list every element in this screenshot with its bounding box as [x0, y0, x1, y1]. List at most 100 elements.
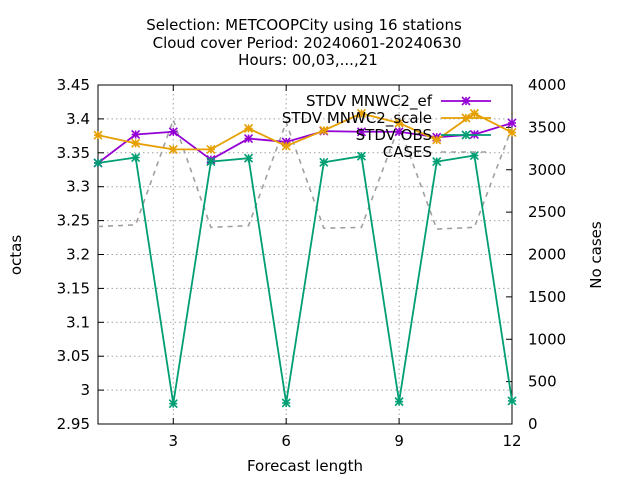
y-tick-label: 3.3	[66, 178, 90, 196]
data-point	[243, 123, 254, 133]
marker-stroke	[319, 125, 329, 135]
data-point	[93, 130, 103, 140]
legend-marker	[461, 113, 471, 123]
data-point	[168, 144, 178, 154]
marker-stroke	[243, 123, 254, 133]
y-tick-label: 3.45	[57, 76, 90, 94]
data-point	[319, 157, 329, 167]
marker-stroke	[461, 113, 471, 123]
y2-tick-label: 500	[528, 373, 557, 391]
marker-stroke	[206, 144, 216, 154]
marker-stroke	[469, 150, 479, 161]
data-point	[394, 397, 404, 407]
y2-axis-label: No cases	[587, 221, 605, 289]
marker-stroke	[168, 144, 178, 154]
y2-tick-label: 3500	[528, 118, 566, 136]
marker-stroke	[93, 130, 103, 140]
series-line-0	[97, 122, 513, 164]
marker-stroke	[394, 127, 404, 137]
data-point	[131, 129, 141, 140]
data-point	[356, 151, 367, 161]
data-point	[131, 152, 141, 163]
data-point	[507, 396, 517, 406]
y-tick-label: 3.2	[66, 246, 90, 264]
y2-tick-label: 1500	[528, 288, 566, 306]
marker-stroke	[131, 152, 141, 163]
marker-stroke	[356, 127, 367, 137]
data-point	[243, 153, 254, 163]
x-tick-label: 9	[394, 432, 404, 450]
marker-stroke	[356, 151, 367, 161]
legend-label: STDV OBS	[356, 126, 432, 144]
data-point	[281, 141, 291, 151]
marker-stroke	[93, 158, 103, 168]
marker-stroke	[243, 153, 254, 163]
data-point	[319, 125, 329, 135]
marker-stroke	[394, 397, 404, 407]
y-tick-label: 2.95	[57, 415, 90, 433]
legend-marker	[461, 130, 471, 140]
data-point	[507, 127, 517, 138]
axis-ticks: 2.95 3 3.05 3.1 3.15 3.2 3.25 3.3 3.35 3.4 3.45 0 50…	[57, 76, 567, 450]
marker-stroke	[356, 108, 367, 119]
y-tick-label: 3.35	[57, 144, 90, 162]
marker-stroke	[461, 130, 471, 140]
legend-label: STDV MNWC2_ef	[306, 92, 433, 111]
marker-stroke	[507, 118, 517, 128]
data-point	[394, 118, 404, 128]
data-point	[432, 157, 442, 167]
y2-tick-label: 2500	[528, 203, 566, 221]
x-tick-label: 12	[502, 432, 521, 450]
marker-stroke	[507, 396, 517, 406]
marker-stroke	[131, 138, 141, 148]
data-point	[507, 118, 517, 128]
marker-stroke	[168, 399, 178, 409]
y-tick-label: 3.4	[66, 110, 90, 128]
legend-label: CASES	[383, 143, 432, 161]
chart-title: Selection: METCOOPCity using 16 stations…	[146, 16, 462, 69]
series-line-2	[97, 154, 513, 404]
marker-stroke	[432, 135, 442, 145]
y-tick-label: 3	[80, 381, 90, 399]
title-line-1: Selection: METCOOPCity using 16 stations	[146, 16, 462, 34]
marker-stroke	[394, 118, 404, 128]
data-point	[206, 157, 216, 167]
data-point	[131, 138, 141, 148]
data-point	[469, 150, 479, 161]
data-point	[356, 108, 367, 119]
x-tick-label: 6	[281, 432, 291, 450]
data-point	[281, 398, 291, 408]
data-point	[206, 144, 216, 154]
marker-stroke	[168, 127, 178, 137]
marker-stroke	[507, 127, 517, 138]
y2-tick-label: 0	[528, 415, 538, 433]
x-axis-label: Forecast length	[247, 457, 363, 475]
marker-stroke	[281, 398, 291, 408]
legend-label: STDV MNWC2_scale	[282, 109, 432, 128]
title-line-2: Cloud cover Period: 20240601-20240630	[153, 34, 462, 52]
marker-stroke	[469, 108, 479, 119]
data-point	[168, 399, 178, 409]
y-tick-label: 3.25	[57, 212, 90, 230]
data-point	[432, 135, 442, 145]
marker-stroke	[281, 141, 291, 151]
data-point	[394, 127, 404, 137]
series-line-3	[97, 117, 513, 230]
marker-stroke	[319, 157, 329, 167]
y2-tick-label: 1000	[528, 330, 566, 348]
y2-tick-label: 4000	[528, 76, 566, 94]
y-tick-label: 3.05	[57, 347, 90, 365]
y-tick-label: 3.15	[57, 279, 90, 297]
data-point	[168, 127, 178, 137]
data-point	[469, 108, 479, 119]
title-line-3: Hours: 00,03,...,21	[238, 51, 378, 69]
x-tick-label: 3	[168, 432, 178, 450]
data-point	[93, 158, 103, 168]
y2-tick-label: 2000	[528, 246, 566, 264]
data-point	[356, 127, 367, 137]
y2-tick-label: 3000	[528, 161, 566, 179]
marker-stroke	[243, 133, 254, 144]
